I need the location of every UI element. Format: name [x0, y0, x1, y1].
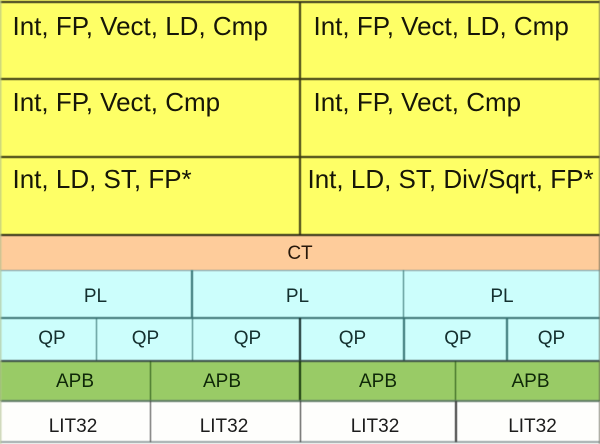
- apb-cell: APB: [300, 362, 455, 400]
- qp-divider: [299, 318, 302, 360]
- apb-label: APB: [202, 370, 242, 392]
- qp-apb-divider: [0, 359, 600, 362]
- lit32-divider: [299, 401, 302, 442]
- pl-cell: PL: [192, 271, 403, 317]
- apb-cell: APB: [455, 362, 600, 400]
- pl-label: PL: [490, 286, 514, 307]
- lit32-cell: LIT32: [150, 402, 300, 441]
- exec-unit-label: Int, LD, ST, FP*: [12, 163, 192, 194]
- pl-cell: PL: [0, 271, 191, 317]
- lit32-label: LIT32: [199, 415, 249, 437]
- apb-lit32-divider: [0, 400, 600, 402]
- exec-unit-label: Int, FP, Vect, Cmp: [12, 86, 221, 117]
- lit32-cell: LIT32: [300, 402, 456, 441]
- pl-label: PL: [83, 286, 108, 307]
- exec-unit-cell: Int, LD, ST, FP*: [0, 157, 299, 233]
- pl-divider: [402, 270, 405, 317]
- outer-right-border: [598, 0, 600, 444]
- exec-unit-cell: Int, FP, Vect, Cmp: [301, 80, 600, 155]
- qp-cell: QP: [507, 319, 600, 360]
- pl-divider: [191, 270, 193, 317]
- exec-unit-label: Int, FP, Vect, LD, Cmp: [313, 11, 569, 41]
- qp-label: QP: [38, 328, 66, 349]
- qp-label: QP: [338, 328, 367, 349]
- apb-divider: [299, 361, 302, 400]
- qp-cell: QP: [96, 319, 192, 360]
- qp-cell: QP: [300, 319, 404, 360]
- ct-label: CT: [287, 242, 313, 264]
- apb-divider: [454, 361, 457, 400]
- qp-label: QP: [537, 328, 566, 349]
- exec-unit-label: Int, FP, Vect, LD, Cmp: [12, 11, 268, 41]
- pl-cell: PL: [404, 271, 600, 317]
- qp-cell: QP: [192, 319, 300, 360]
- outer-left-border: [0, 0, 3, 444]
- exec-ct-divider: [0, 233, 600, 236]
- lit32-divider: [455, 401, 458, 442]
- exec-column-divider: [299, 2, 302, 234]
- qp-label: QP: [444, 328, 472, 349]
- apb-label: APB: [358, 370, 398, 392]
- qp-label: QP: [131, 328, 160, 349]
- lit32-divider: [149, 401, 152, 442]
- exec-unit-label: Int, LD, ST, Div/Sqrt, FP*: [307, 163, 594, 194]
- qp-divider: [506, 318, 508, 360]
- outer-top-border: [0, 0, 600, 3]
- apb-label: APB: [511, 370, 550, 392]
- qp-label: QP: [233, 328, 262, 349]
- apb-cell: APB: [0, 362, 150, 400]
- lit32-label: LIT32: [350, 415, 400, 437]
- exec-unit-cell: Int, FP, Vect, LD, Cmp: [301, 2, 600, 78]
- exec-unit-cell: Int, FP, Vect, LD, Cmp: [0, 2, 299, 78]
- exec-unit-cell: Int, LD, ST, Div/Sqrt, FP*: [301, 157, 600, 233]
- qp-divider: [191, 318, 194, 360]
- qp-divider: [403, 318, 405, 360]
- ct-band: [0, 235, 600, 270]
- lit32-cell: LIT32: [456, 402, 600, 441]
- pl-label: PL: [285, 286, 310, 307]
- ct-bar: CT: [0, 235, 600, 270]
- apb-divider: [149, 361, 152, 400]
- qp-cell: QP: [0, 319, 96, 360]
- lit32-cell: LIT32: [0, 402, 150, 441]
- apb-cell: APB: [150, 362, 300, 400]
- apb-label: APB: [55, 370, 95, 392]
- qp-cell: QP: [404, 319, 507, 360]
- exec-unit-cell: Int, FP, Vect, Cmp: [0, 80, 299, 155]
- qp-divider: [95, 318, 98, 360]
- exec-unit-label: Int, FP, Vect, Cmp: [313, 86, 522, 117]
- pl-qp-divider: [0, 317, 600, 319]
- lit32-label: LIT32: [508, 415, 557, 437]
- lit32-label: LIT32: [48, 415, 98, 437]
- ct-pl-divider: [0, 269, 600, 272]
